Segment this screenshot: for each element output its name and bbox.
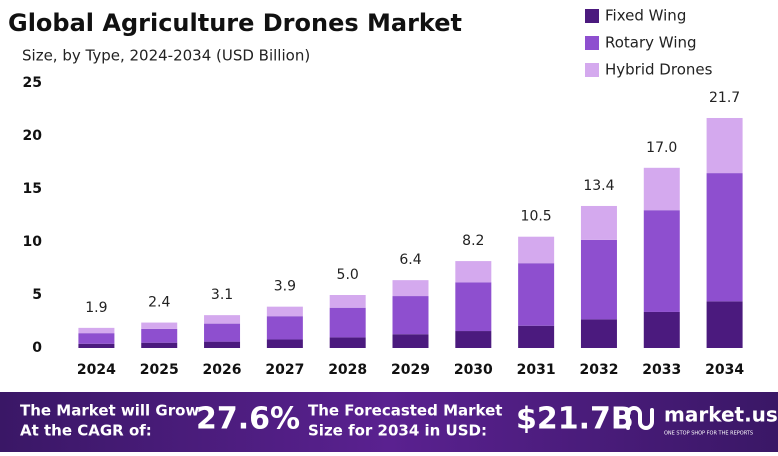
bar-segment [706, 301, 743, 348]
logo-text: market.us [664, 403, 778, 427]
logo-icon [626, 406, 654, 430]
bar-segment [141, 328, 178, 343]
bar-segment [643, 311, 680, 348]
bar-segment [518, 325, 555, 348]
bar-segment [518, 236, 555, 264]
total-label: 3.9 [274, 279, 296, 295]
bar-segment [643, 167, 680, 211]
bar-segment [204, 341, 241, 348]
bar-segment [329, 307, 366, 338]
bar-segment [392, 280, 429, 297]
bar-segment [78, 333, 115, 344]
total-label: 13.4 [583, 178, 614, 194]
total-label: 6.4 [399, 252, 421, 268]
y-tick-label: 25 [23, 75, 42, 91]
x-tick-label: 2024 [77, 362, 116, 378]
bar-segment [392, 296, 429, 335]
bar-segment [455, 331, 492, 348]
legend-label: Hybrid Drones [605, 61, 713, 79]
x-tick-label: 2025 [140, 362, 179, 378]
bar-segment [266, 316, 303, 340]
bar-segment [455, 261, 492, 283]
y-tick-label: 0 [32, 340, 42, 356]
x-tick-label: 2032 [579, 362, 618, 378]
y-tick-label: 20 [23, 128, 43, 144]
bar-segment [141, 342, 178, 348]
total-label: 5.0 [337, 267, 359, 283]
footer-band [0, 392, 778, 452]
footer-text: The Forecasted Market [308, 402, 502, 420]
bar-segment [706, 117, 743, 174]
total-label: 8.2 [462, 233, 484, 249]
total-label: 2.4 [148, 295, 170, 311]
bar-segment [580, 205, 617, 240]
footer-text: The Market will Grow [20, 402, 199, 420]
x-tick-label: 2033 [642, 362, 681, 378]
legend-swatch [585, 9, 599, 23]
bar-segment [706, 173, 743, 302]
bar-segment [141, 322, 178, 329]
x-tick-label: 2026 [203, 362, 242, 378]
bar-segment [580, 239, 617, 320]
cagr-value: 27.6% [196, 402, 300, 437]
bar-segment [329, 337, 366, 348]
total-label: 21.7 [709, 90, 740, 106]
bar-segment [78, 343, 115, 348]
bar-segment [329, 295, 366, 308]
y-tick-label: 15 [23, 181, 42, 197]
bar-segment [204, 315, 241, 324]
legend-swatch [585, 36, 599, 50]
x-tick-label: 2031 [517, 362, 556, 378]
bar-segment [266, 339, 303, 348]
y-tick-label: 10 [23, 234, 43, 250]
x-tick-label: 2027 [265, 362, 304, 378]
chart-subtitle: Size, by Type, 2024-2034 (USD Billion) [22, 47, 310, 65]
total-label: 3.1 [211, 287, 233, 303]
bar-segment [518, 263, 555, 326]
x-tick-label: 2034 [705, 362, 744, 378]
x-tick-label: 2030 [454, 362, 493, 378]
chart-title: Global Agriculture Drones Market [8, 9, 462, 37]
footer-text: At the CAGR of: [20, 422, 152, 440]
total-label: 1.9 [85, 300, 107, 316]
bar-segment [643, 210, 680, 312]
bar-segment [580, 319, 617, 348]
bar-segment [455, 282, 492, 332]
legend-label: Rotary Wing [605, 34, 697, 52]
x-tick-label: 2029 [391, 362, 430, 378]
bar-segment [266, 306, 303, 317]
legend-swatch [585, 63, 599, 77]
bar-segment [204, 323, 241, 342]
bar-segment [78, 327, 115, 334]
total-label: 10.5 [521, 209, 552, 225]
x-tick-label: 2028 [328, 362, 367, 378]
footer-text: Size for 2034 in USD: [308, 422, 487, 440]
bar-segment [392, 334, 429, 348]
total-label: 17.0 [646, 140, 677, 156]
y-tick-label: 5 [32, 287, 42, 303]
logo-tagline: ONE STOP SHOP FOR THE REPORTS [664, 431, 753, 437]
legend-label: Fixed Wing [605, 7, 686, 25]
forecast-value: $21.7B [516, 402, 634, 437]
